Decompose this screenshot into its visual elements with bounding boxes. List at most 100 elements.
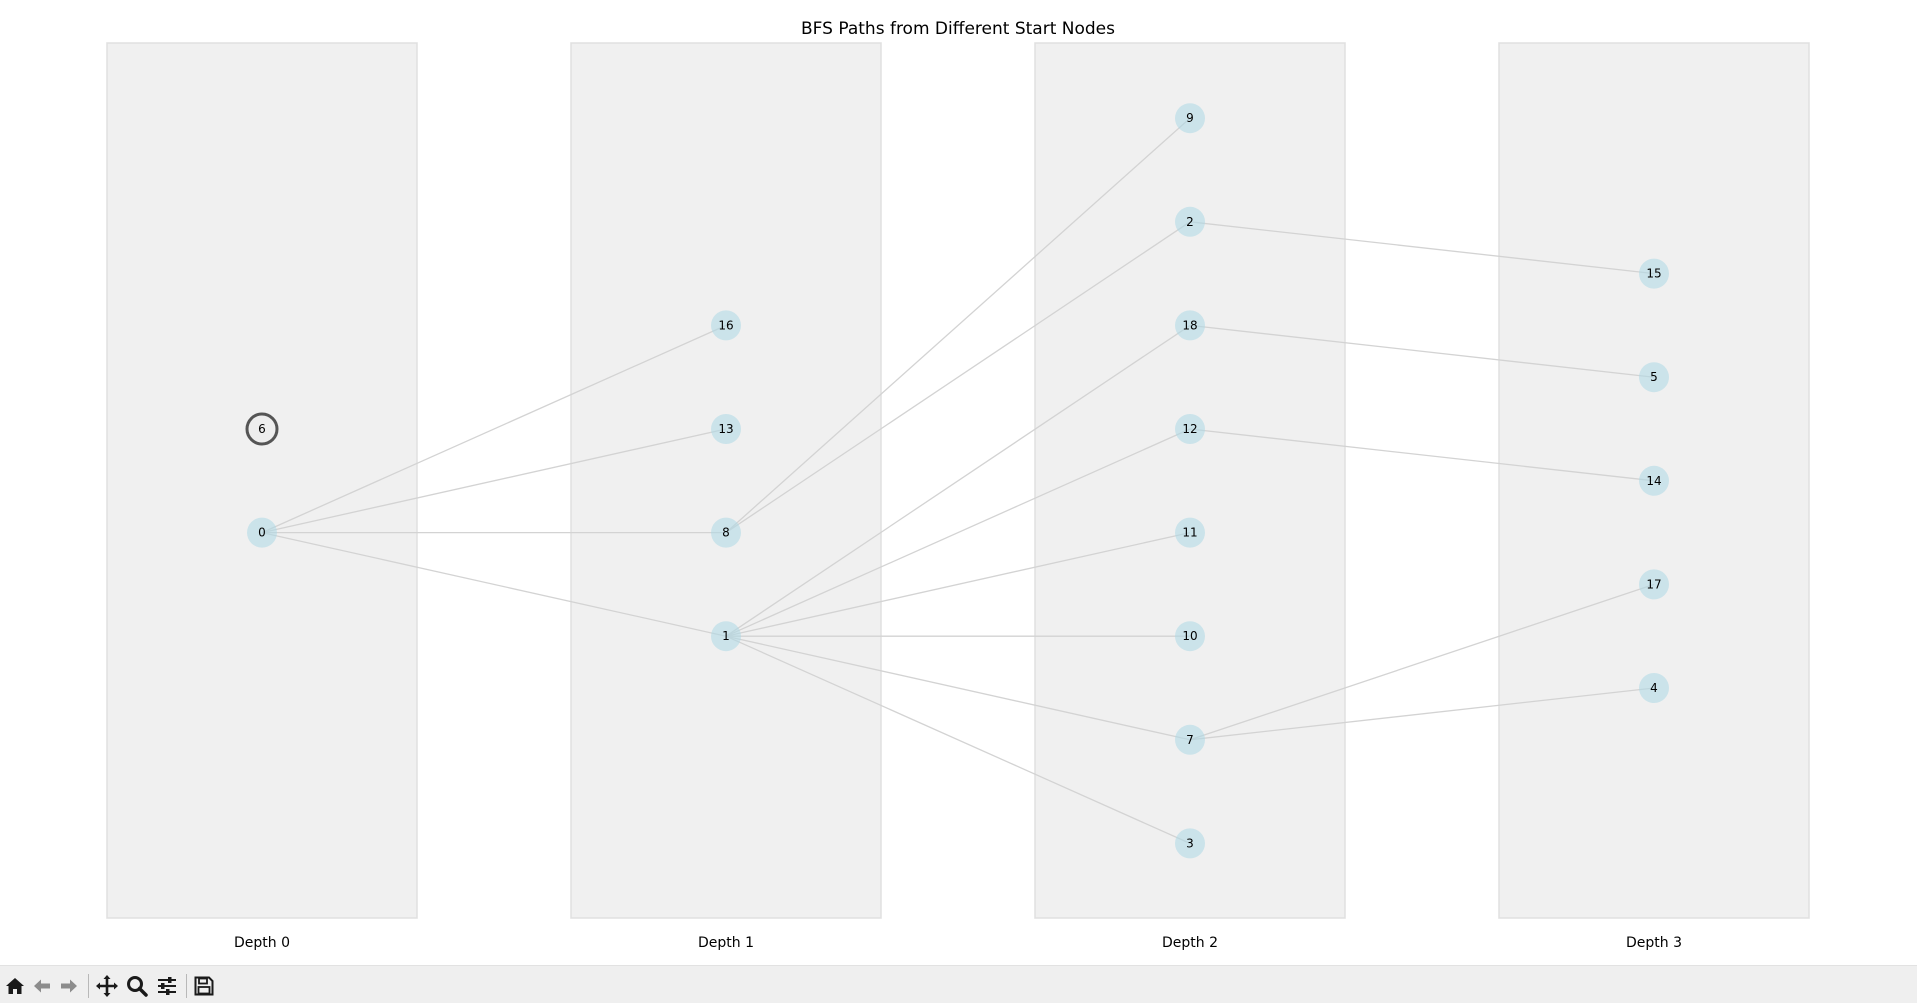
node-circle xyxy=(1175,828,1205,859)
node-circle xyxy=(1175,103,1205,134)
node-label: 3 xyxy=(1186,836,1194,850)
toolbar-separator xyxy=(186,974,187,998)
node-circle xyxy=(247,517,277,548)
edge-7-17 xyxy=(1189,583,1655,741)
depth-1-column xyxy=(570,42,882,919)
node-circle xyxy=(1639,673,1669,703)
node-label: 0 xyxy=(258,526,266,540)
node-18: 18 xyxy=(1175,310,1205,341)
node-4: 4 xyxy=(1639,673,1669,703)
node-11: 11 xyxy=(1175,517,1205,548)
edge-1-12 xyxy=(725,428,1191,637)
node-circle xyxy=(711,517,741,548)
node-15: 15 xyxy=(1639,258,1669,289)
node-circle xyxy=(711,310,741,341)
node-label: 5 xyxy=(1650,370,1658,384)
node-17: 17 xyxy=(1639,569,1669,600)
depth-columns xyxy=(106,42,1810,919)
node-label: 18 xyxy=(1182,318,1197,332)
figure-title: BFS Paths from Different Start Nodes xyxy=(801,19,1115,39)
node-label: 9 xyxy=(1186,111,1194,125)
depth-1-label: Depth 1 xyxy=(698,935,754,951)
node-label: 2 xyxy=(1186,215,1194,229)
node-7: 7 xyxy=(1175,724,1205,755)
node-1: 1 xyxy=(711,621,741,652)
node-circle xyxy=(1639,362,1669,393)
node-label: 8 xyxy=(722,526,730,540)
navigation-toolbar xyxy=(0,965,1917,1003)
depth-3-label: Depth 3 xyxy=(1626,935,1682,951)
node-circle xyxy=(1175,414,1205,444)
arrow-right-icon xyxy=(61,979,77,993)
node-2: 2 xyxy=(1175,206,1205,237)
figure-canvas: 6 0 16 13 8 1 9 2 18 12 11 10 7 3 15 5 14 17 4 BFS Paths f… xyxy=(106,19,1810,951)
node-label: 6 xyxy=(258,422,266,436)
start-node-6: 6 xyxy=(245,412,279,446)
node-9: 9 xyxy=(1175,103,1205,134)
magnifier-icon xyxy=(127,976,148,997)
home-button[interactable] xyxy=(2,973,28,999)
node-circle xyxy=(245,412,279,446)
node-label: 10 xyxy=(1182,629,1197,643)
depth-0-column xyxy=(106,42,418,919)
node-8: 8 xyxy=(711,517,741,548)
edge-2-15 xyxy=(1189,221,1655,275)
node-circle xyxy=(711,414,741,444)
edge-18-5 xyxy=(1189,324,1655,378)
edge-1-3 xyxy=(725,635,1191,844)
depth-0-label: Depth 0 xyxy=(234,935,290,951)
node-14: 14 xyxy=(1639,465,1669,496)
node-circle xyxy=(711,621,741,652)
edge-8-9 xyxy=(725,117,1191,534)
node-16: 16 xyxy=(711,310,741,341)
save-button[interactable] xyxy=(191,973,217,999)
node-circle xyxy=(1175,310,1205,341)
edge-0-13 xyxy=(261,428,727,534)
node-label: 12 xyxy=(1182,422,1197,436)
node-12: 12 xyxy=(1175,414,1205,444)
edge-0-1 xyxy=(261,531,727,637)
edge-1-11 xyxy=(725,531,1191,637)
edge-7-4 xyxy=(1189,687,1655,741)
node-circle xyxy=(1175,517,1205,548)
node-label: 11 xyxy=(1182,526,1197,540)
node-13: 13 xyxy=(711,414,741,444)
node-circle xyxy=(1639,569,1669,600)
node-3: 3 xyxy=(1175,828,1205,859)
sliders-icon xyxy=(158,977,176,995)
back-button[interactable] xyxy=(29,973,55,999)
arrow-left-icon xyxy=(34,979,50,993)
node-label: 1 xyxy=(722,629,730,643)
depth-2-column xyxy=(1034,42,1346,919)
floppy-disk-icon xyxy=(194,976,214,996)
edges xyxy=(261,117,1655,844)
edge-8-2 xyxy=(725,221,1191,534)
node-label: 14 xyxy=(1646,474,1661,488)
nodes: 6 0 16 13 8 1 9 2 18 12 11 10 7 3 15 5 14 17 4 xyxy=(245,103,1669,859)
pan-button[interactable] xyxy=(94,973,120,999)
edge-0-16 xyxy=(261,324,727,534)
toolbar-separator xyxy=(88,974,89,998)
node-0: 0 xyxy=(247,517,277,548)
bfs-graph: 6 0 16 13 8 1 9 2 18 12 11 10 7 3 15 5 14 17 4 BFS Paths f… xyxy=(106,19,1810,951)
home-icon xyxy=(6,978,24,994)
forward-button[interactable] xyxy=(56,973,82,999)
node-5: 5 xyxy=(1639,362,1669,393)
node-circle xyxy=(1175,724,1205,755)
edge-1-7 xyxy=(725,635,1191,741)
node-label: 7 xyxy=(1186,733,1194,747)
column-labels: Depth 0 Depth 1 Depth 2 Depth 3 xyxy=(234,935,1682,951)
node-circle xyxy=(1639,258,1669,289)
configure-subplots-button[interactable] xyxy=(154,973,180,999)
node-label: 15 xyxy=(1646,267,1661,281)
move-icon xyxy=(96,975,118,997)
edge-1-18 xyxy=(725,324,1191,637)
node-label: 13 xyxy=(718,422,733,436)
node-circle xyxy=(1175,621,1205,652)
node-label: 4 xyxy=(1650,681,1658,695)
edge-12-14 xyxy=(1189,428,1655,482)
zoom-button[interactable] xyxy=(124,973,150,999)
node-circle xyxy=(1175,206,1205,237)
node-10: 10 xyxy=(1175,621,1205,652)
node-label: 16 xyxy=(718,318,733,332)
